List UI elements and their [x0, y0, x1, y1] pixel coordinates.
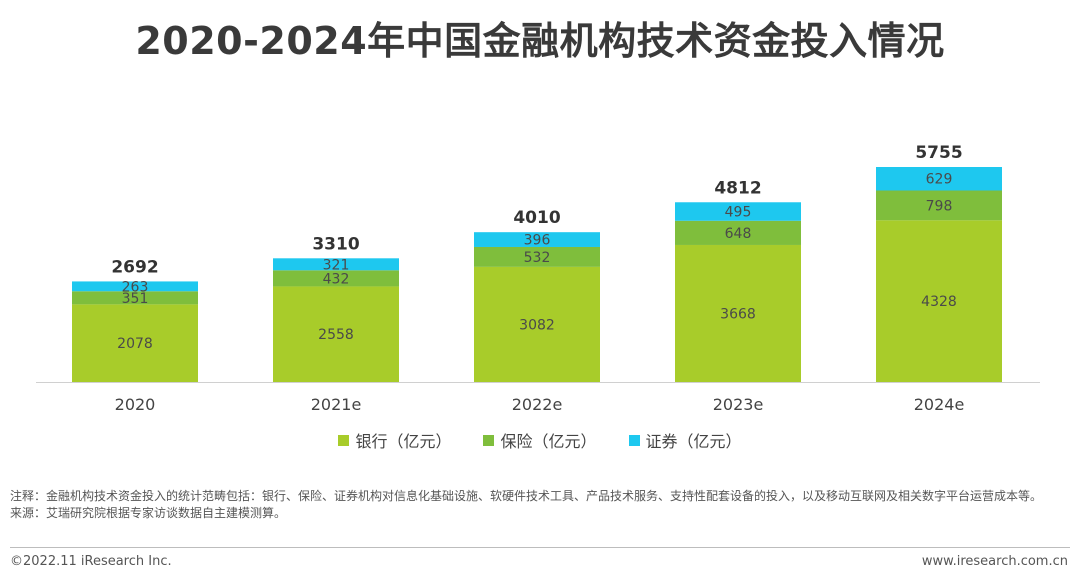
bar-segment-bank	[474, 266, 600, 382]
legend-item-bank: 银行（亿元）	[338, 428, 451, 452]
bar-segment-insurance	[474, 246, 600, 267]
legend-swatch-bank	[338, 434, 350, 446]
data-label-insurance: 798	[926, 198, 953, 214]
data-label-bank: 3082	[519, 317, 555, 333]
data-label-securities: 321	[323, 257, 350, 273]
total-label: 2692	[111, 257, 158, 277]
notes: 注释：金融机构技术资金投入的统计范畴包括：银行、保险、证券机构对信息化基础设施、…	[10, 488, 1070, 522]
legend-item-insurance: 保险（亿元）	[483, 428, 597, 452]
data-label-bank: 2078	[117, 336, 153, 352]
data-label-insurance: 648	[725, 226, 752, 242]
bar-segment-insurance	[273, 270, 399, 287]
legend-item-securities: 证券（亿元）	[628, 428, 742, 452]
copyright-text: ©2022.11 iResearch Inc.	[10, 554, 172, 569]
total-label: 5755	[915, 143, 962, 163]
bar-segment-insurance	[72, 291, 198, 305]
legend-swatch-securities	[628, 434, 640, 446]
total-label: 3310	[312, 234, 359, 254]
data-label-securities: 495	[725, 205, 752, 221]
bar-segment-securities	[72, 281, 198, 292]
bar-segment-bank	[876, 220, 1002, 382]
legend-label-securities: 证券（亿元）	[645, 432, 742, 451]
bar-segment-insurance	[876, 190, 1002, 221]
data-label-bank: 2558	[318, 327, 354, 343]
website-link[interactable]: www.iresearch.com.cn	[921, 554, 1068, 569]
x-tick-label: 2024e	[914, 395, 965, 414]
chart-title: 2020-2024年中国金融机构技术资金投入情况	[135, 19, 945, 63]
note-text: 注释：金融机构技术资金投入的统计范畴包括：银行、保险、证券机构对信息化基础设施、…	[10, 489, 1043, 503]
bar-segment-insurance	[675, 220, 801, 245]
legend-swatch-insurance	[483, 434, 495, 446]
footer-divider	[10, 547, 1070, 548]
data-label-securities: 396	[524, 233, 551, 249]
bar-segment-bank	[675, 244, 801, 382]
source-text: 来源：艾瑞研究院根据专家访谈数据自主建模测算。	[10, 506, 287, 520]
total-label: 4010	[513, 208, 560, 228]
x-tick-label: 2020	[115, 395, 156, 414]
x-tick-label: 2023e	[713, 395, 764, 414]
data-label-insurance: 532	[524, 250, 551, 266]
data-label-bank: 3668	[720, 306, 756, 322]
x-tick-label: 2022e	[512, 395, 563, 414]
x-tick-label: 2021e	[311, 395, 362, 414]
data-label-securities: 629	[926, 172, 953, 188]
bar-segment-bank	[273, 286, 399, 382]
bar-segment-securities	[675, 202, 801, 221]
data-label-bank: 4328	[921, 294, 957, 310]
bar-segment-bank	[72, 304, 198, 382]
legend: 银行（亿元） 保险（亿元） 证券（亿元）	[0, 428, 1080, 452]
bar-segment-securities	[876, 167, 1002, 191]
bar-segment-securities	[474, 232, 600, 247]
bar-segment-securities	[273, 258, 399, 271]
data-label-insurance: 351	[122, 291, 149, 307]
legend-label-insurance: 保险（亿元）	[500, 432, 597, 451]
data-label-insurance: 432	[323, 271, 350, 287]
legend-label-bank: 银行（亿元）	[355, 432, 452, 451]
data-label-securities: 263	[122, 279, 149, 295]
total-label: 4812	[714, 178, 761, 198]
